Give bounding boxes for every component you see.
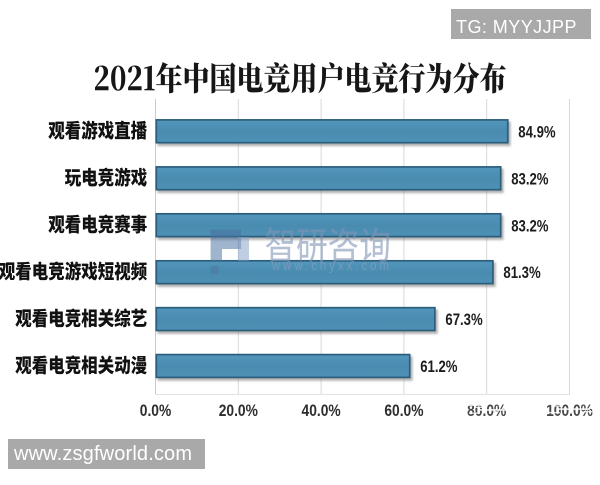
svg-text:83.2%: 83.2%: [511, 170, 549, 189]
svg-text:83.2%: 83.2%: [511, 217, 549, 236]
svg-text:60.0%: 60.0%: [384, 402, 424, 420]
svg-text:20.0%: 20.0%: [219, 402, 259, 420]
svg-text:0.0%: 0.0%: [140, 402, 172, 420]
svg-text:www.chyxx.com: www.chyxx.com: [271, 258, 392, 273]
svg-text:61.2%: 61.2%: [420, 358, 458, 377]
svg-text:81.3%: 81.3%: [503, 264, 541, 283]
svg-text:67.3%: 67.3%: [445, 311, 483, 330]
svg-text:84.9%: 84.9%: [518, 123, 556, 142]
svg-text:40.0%: 40.0%: [302, 402, 342, 420]
svg-text:80.0%: 80.0%: [467, 402, 507, 420]
svg-text:TG: MYYJJPP: TG: MYYJJPP: [456, 17, 577, 37]
svg-text:www.zsgfworld.com: www.zsgfworld.com: [13, 443, 192, 465]
